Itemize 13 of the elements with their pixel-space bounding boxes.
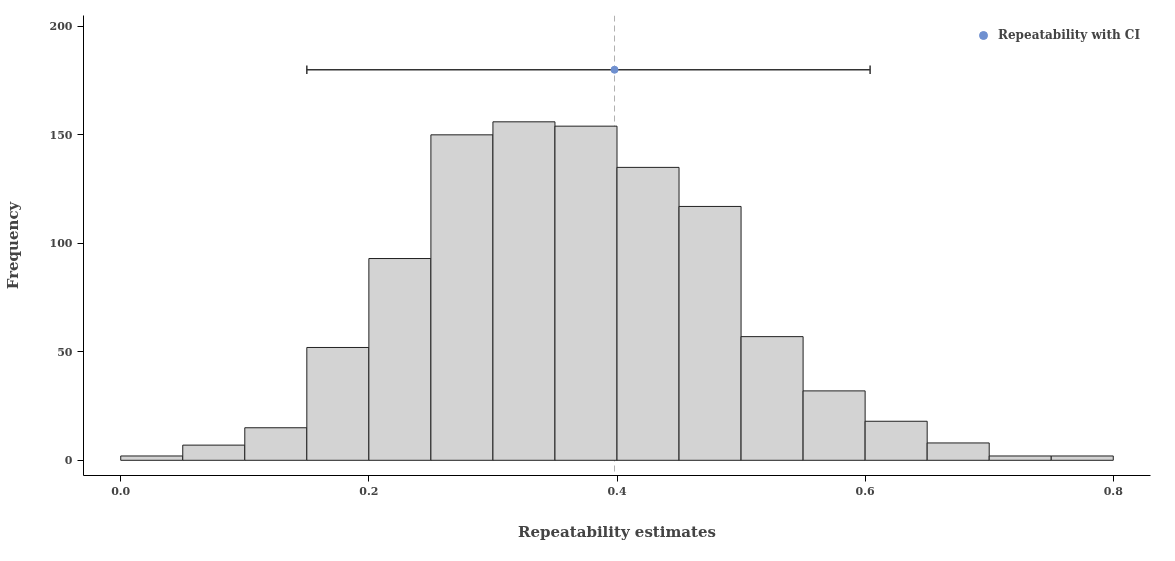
y-axis-title: Frequency (3, 200, 22, 290)
y-tick-label: 150 (49, 128, 73, 142)
y-tick-label: 200 (49, 20, 73, 34)
y-tick-label: 0 (64, 454, 73, 468)
legend-label: Repeatability with CI (998, 28, 1140, 42)
x-tick-label: 0.2 (359, 484, 379, 498)
x-tick-label: 0.8 (1103, 484, 1124, 498)
x-tick-label: 0.4 (607, 484, 627, 498)
y-tick-label: 100 (49, 237, 73, 251)
x-tick-label: 0.6 (855, 484, 876, 498)
x-axis-title: Repeatability estimates (518, 522, 716, 541)
x-tick-label: 0.0 (111, 484, 131, 498)
y-tick-label: 50 (57, 345, 73, 359)
